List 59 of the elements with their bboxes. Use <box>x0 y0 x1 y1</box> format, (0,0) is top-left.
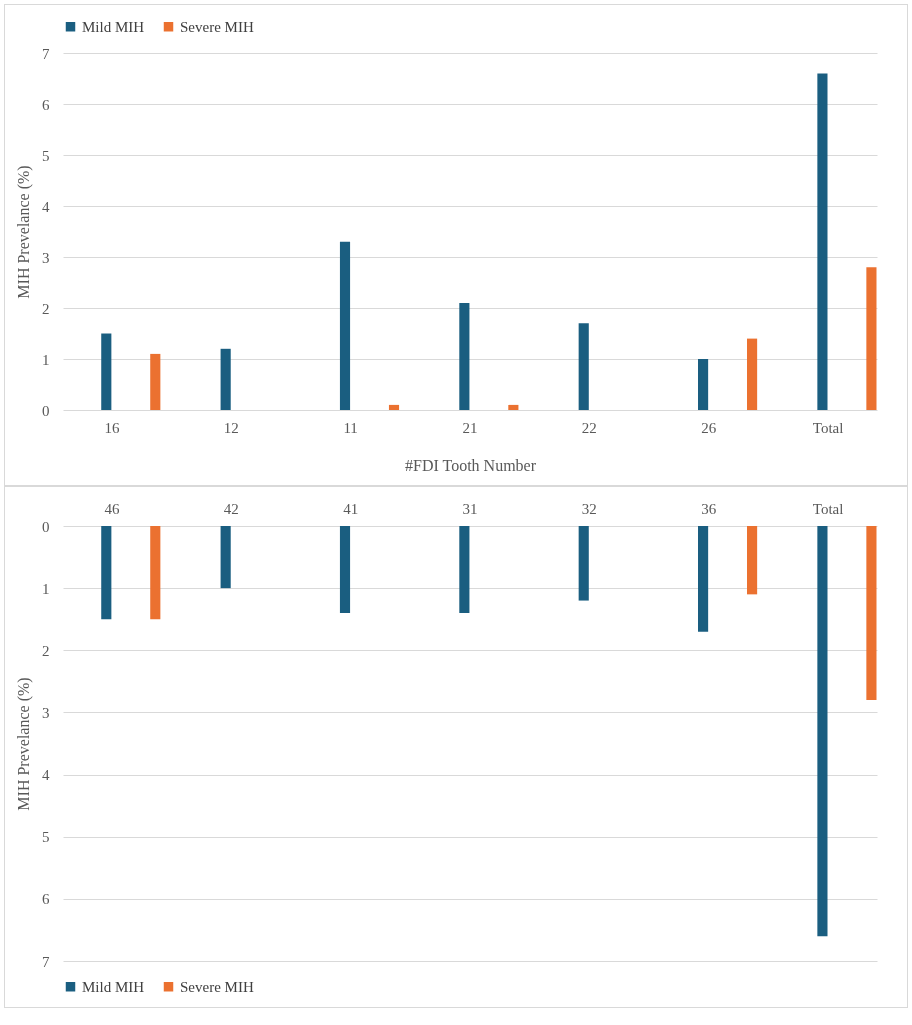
y-tick-label: 2 <box>42 642 50 659</box>
bar <box>339 526 351 613</box>
y-tick-label: 5 <box>42 147 50 164</box>
x-tick-label: 12 <box>223 419 239 436</box>
x-tick-label: Total <box>812 419 844 436</box>
bar <box>578 323 589 410</box>
bar <box>866 526 877 700</box>
bar <box>698 359 709 410</box>
bar <box>101 333 112 410</box>
y-tick-label: 7 <box>42 45 50 62</box>
y-tick-label: 4 <box>42 767 50 784</box>
bar <box>747 526 758 595</box>
x-tick-label: Total <box>812 500 844 517</box>
legend-label: Mild MIH <box>82 18 145 35</box>
x-tick-label: 16 <box>104 419 120 436</box>
bar <box>747 338 758 410</box>
y-tick-label: 4 <box>42 198 50 215</box>
x-tick-label: 31 <box>462 500 478 517</box>
y-tick-label: 1 <box>42 351 50 368</box>
x-tick-label: 11 <box>343 419 358 436</box>
bar <box>459 302 470 410</box>
bar <box>817 73 828 410</box>
y-axis-title: MIH Prevelance (%) <box>15 165 33 299</box>
legend-label: Severe MIH <box>180 978 254 995</box>
bar <box>101 526 112 620</box>
bar <box>150 526 161 620</box>
x-tick-label: 41 <box>343 500 359 517</box>
y-tick-label: 3 <box>42 704 50 721</box>
y-tick-label: 3 <box>42 249 50 266</box>
y-tick-label: 5 <box>42 829 50 846</box>
x-tick-label: 21 <box>462 419 478 436</box>
y-tick-label: 6 <box>42 891 50 908</box>
bar <box>339 241 351 410</box>
y-tick-label: 1 <box>42 580 50 597</box>
y-tick-label: 7 <box>42 953 50 970</box>
bar <box>698 526 709 632</box>
x-tick-label: 46 <box>104 500 120 517</box>
bar <box>817 526 828 937</box>
y-tick-label: 2 <box>42 300 50 317</box>
y-tick-label: 6 <box>42 96 50 113</box>
bar <box>508 404 519 410</box>
y-tick-label: 0 <box>42 518 50 535</box>
y-tick-label: 0 <box>42 402 50 419</box>
bar <box>220 526 231 589</box>
x-tick-label: 32 <box>581 500 597 517</box>
x-tick-label: 22 <box>581 419 597 436</box>
legend-label: Mild MIH <box>82 978 145 995</box>
x-axis-title: #FDI Tooth Number <box>404 456 537 474</box>
x-tick-label: 36 <box>701 500 717 517</box>
bar <box>220 348 231 410</box>
x-tick-label: 42 <box>223 500 239 517</box>
y-axis-title: MIH Prevelance (%) <box>15 677 33 811</box>
legend-label: Severe MIH <box>180 18 254 35</box>
bar <box>459 526 470 613</box>
x-tick-label: 26 <box>701 419 717 436</box>
bar <box>578 526 589 601</box>
bar <box>866 267 877 410</box>
bar <box>388 404 400 410</box>
bar <box>150 353 161 410</box>
